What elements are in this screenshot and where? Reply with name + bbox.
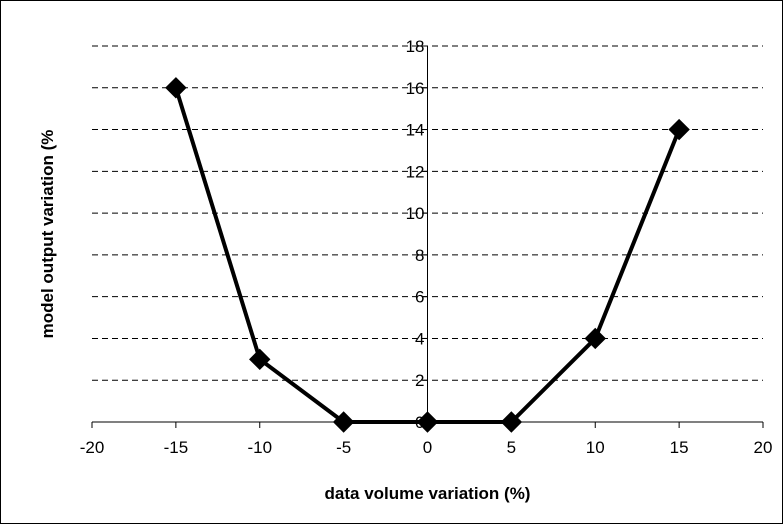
data-series (165, 77, 690, 433)
x-tick-label--5: -5 (336, 438, 351, 457)
y-tick-label-12: 12 (406, 162, 425, 181)
y-axis-title: model output variation (% (38, 130, 57, 339)
x-tick-label--20: -20 (80, 438, 105, 457)
y-tick-label-16: 16 (406, 79, 425, 98)
data-point-0 (416, 411, 439, 433)
y-tick-label-4: 4 (415, 329, 424, 348)
y-tick-labels: 024681012141618 (406, 37, 425, 432)
data-point--10 (249, 348, 271, 371)
x-tick-label-5: 5 (507, 438, 516, 457)
x-tick-label-20: 20 (754, 438, 773, 457)
data-point-10 (584, 327, 606, 350)
x-tick-label--15: -15 (164, 438, 189, 457)
data-point-15 (668, 118, 690, 141)
y-tick-label-10: 10 (406, 204, 425, 223)
x-tick-label--10: -10 (247, 438, 272, 457)
x-tick-label-0: 0 (423, 438, 432, 457)
x-tick-label-10: 10 (586, 438, 605, 457)
data-point-5 (500, 411, 523, 433)
y-tick-label-8: 8 (415, 246, 424, 265)
data-point--15 (165, 77, 187, 99)
x-axis-title: data volume variation (%) (325, 484, 531, 503)
y-tick-label-2: 2 (415, 371, 424, 390)
x-tick-label-15: 15 (670, 438, 689, 457)
y-tick-label-14: 14 (406, 121, 425, 140)
y-tick-label-6: 6 (415, 288, 424, 307)
x-tick-labels: -20 -15 -10 -5 0 5 10 15 20 (80, 438, 773, 457)
y-tick-label-18: 18 (406, 37, 425, 56)
axes (91, 45, 764, 428)
data-point--5 (332, 411, 355, 433)
